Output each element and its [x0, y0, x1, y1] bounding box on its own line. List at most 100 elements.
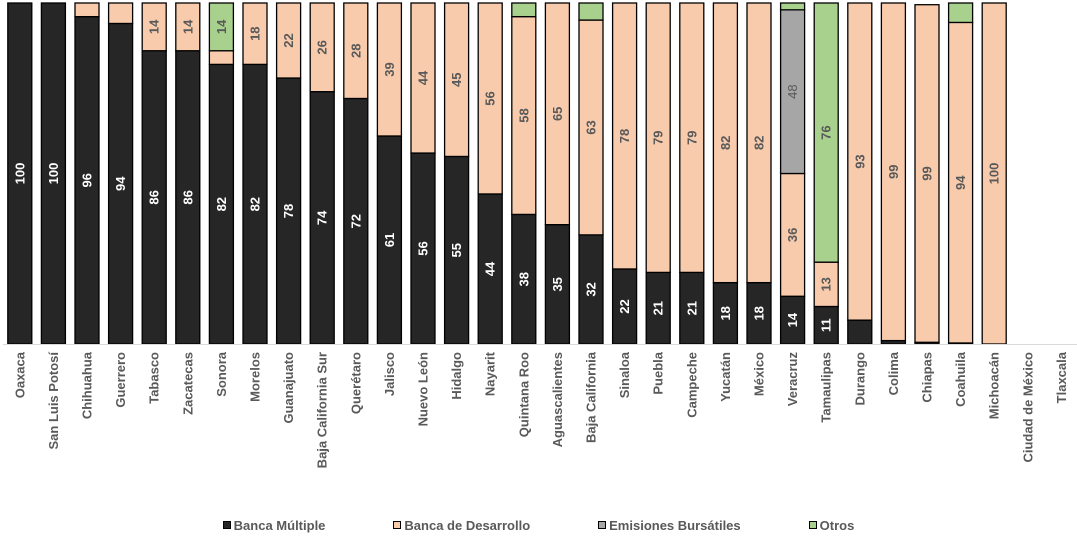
x-tick-label-campeche: Campeche	[684, 352, 699, 418]
data-label-banca-de-desarrollo-yucatan: 82	[718, 136, 733, 150]
stacked-bar-chart: 100 Oaxaca 100 San Luis Potosí 96 Chihuahua 94…	[3, 2, 1077, 468]
data-label-banca-multiple-hidalgo: 55	[449, 243, 464, 257]
bar-segment-banca-multiple-queretaro	[343, 97, 369, 345]
x-tick-label-tlaxcala: Tlaxcala	[1054, 351, 1069, 403]
data-label-banca-multiple-aguascalientes: 35	[550, 277, 565, 291]
bar-segment-banca-de-desarrollo-chihuahua	[74, 2, 100, 18]
bar-segment-banca-de-desarrollo-sonora	[208, 50, 235, 66]
bar-segment-banca-de-desarrollo-coahuila	[947, 21, 974, 344]
data-label-banca-de-desarrollo-mexico: 82	[752, 136, 767, 150]
data-label-banca-de-desarrollo-tamaulipas: 13	[819, 277, 834, 291]
legend-swatch-banca-multiple	[222, 521, 231, 529]
bar-segment-banca-de-desarrollo-michoacan	[981, 2, 1007, 345]
data-label-banca-de-desarrollo-jalisco: 39	[382, 62, 397, 76]
data-label-banca-multiple-oaxaca: 100	[12, 163, 27, 185]
x-tick-label-puebla: Puebla	[651, 351, 666, 394]
bar-segment-banca-multiple-jalisco	[376, 135, 403, 345]
x-tick-label-quintana-roo: Quintana Roo	[516, 352, 531, 437]
bar-segment-banca-multiple-guerrero	[107, 22, 134, 345]
data-label-banca-de-desarrollo-michoacan: 100	[987, 163, 1002, 185]
data-label-banca-de-desarrollo-chiapas: 99	[920, 166, 935, 180]
bar-segment-banca-de-desarrollo-morelos	[242, 2, 268, 66]
bar-segment-banca-de-desarrollo-puebla	[645, 2, 671, 274]
data-label-banca-de-desarrollo-veracruz: 36	[785, 228, 800, 242]
data-label-banca-multiple-mexico: 18	[752, 306, 767, 320]
data-label-banca-de-desarrollo-guanajuato: 22	[281, 33, 296, 47]
bar-segment-banca-de-desarrollo-nuevo-leon	[410, 2, 436, 154]
x-tick-label-coahuila: Coahuila	[953, 351, 968, 407]
legend-label-emisiones-bursatiles: Emisiones Bursátiles	[609, 517, 741, 533]
bar-segment-banca-de-desarrollo-durango	[847, 2, 873, 321]
data-label-banca-multiple-nayarit: 44	[483, 261, 498, 276]
x-tick-label-baja-california-sur: Baja California Sur	[315, 352, 330, 468]
legend-swatch-emisiones-bursatiles	[598, 521, 607, 529]
bar-segment-otros-baja-california	[578, 2, 604, 21]
bar-segment-banca-multiple-oaxaca	[7, 2, 33, 345]
data-label-banca-de-desarrollo-aguascalientes: 65	[550, 107, 565, 121]
legend-label-otros: Otros	[819, 517, 855, 533]
data-label-banca-de-desarrollo-coahuila: 94	[953, 175, 968, 190]
bar-segment-banca-de-desarrollo-tabasco	[141, 2, 167, 52]
x-tick-label-baja-california: Baja California	[584, 351, 599, 443]
bar-segment-banca-multiple-aguascalientes	[544, 223, 571, 345]
legend-item-banca-desarrollo: Banca de Desarrollo	[393, 518, 530, 533]
x-tick-label-queretaro: Querétaro	[348, 352, 363, 414]
bar-segment-banca-multiple-durango	[847, 319, 873, 345]
data-label-banca-multiple-nuevo-leon: 56	[416, 241, 431, 255]
x-tick-label-zacatecas: Zacatecas	[180, 352, 195, 415]
data-label-banca-de-desarrollo-colima: 99	[886, 165, 901, 179]
x-tick-label-durango: Durango	[852, 352, 867, 406]
data-label-banca-de-desarrollo-sinaloa: 78	[617, 129, 632, 143]
data-label-banca-multiple-puebla: 21	[651, 301, 666, 315]
bar-segment-banca-multiple-morelos	[242, 63, 268, 345]
data-label-banca-multiple-guanajuato: 78	[281, 204, 296, 218]
data-label-banca-multiple-san-luis-potosi: 100	[46, 163, 61, 185]
data-label-banca-multiple-baja-california-sur: 74	[315, 210, 330, 225]
bar-segment-banca-de-desarrollo-guerrero	[107, 2, 134, 25]
bar-segment-banca-de-desarrollo-baja-california-sur	[309, 2, 335, 93]
data-label-banca-multiple-quintana-roo: 38	[516, 272, 531, 286]
bar-segment-otros-veracruz	[779, 2, 806, 11]
data-label-banca-multiple-jalisco: 61	[382, 233, 397, 247]
bar-segment-banca-de-desarrollo-baja-california	[578, 19, 604, 236]
x-tick-label-mexico: México	[752, 352, 767, 396]
data-label-banca-multiple-tamaulipas: 11	[819, 318, 834, 332]
bar-segment-banca-multiple-quintana-roo	[511, 213, 537, 345]
data-label-banca-multiple-queretaro: 72	[348, 214, 363, 228]
x-tick-label-ciudad-de-mexico: Ciudad de México	[1020, 352, 1035, 463]
bar-segment-otros-sonora	[208, 2, 235, 52]
x-tick-label-tabasco: Tabasco	[147, 352, 162, 404]
data-label-banca-de-desarrollo-queretaro: 28	[348, 44, 363, 58]
bar-segment-banca-de-desarrollo-hidalgo	[443, 2, 470, 158]
legend-item-otros: Otros	[808, 517, 855, 533]
legend-swatch-banca-desarrollo	[393, 521, 402, 529]
bar-segment-banca-de-desarrollo-nayarit	[477, 2, 503, 195]
data-label-banca-multiple-morelos: 82	[248, 197, 263, 211]
bar-segment-banca-de-desarrollo-guanajuato	[275, 2, 302, 79]
bar-segment-banca-de-desarrollo-aguascalientes	[544, 2, 571, 226]
legend-swatch-otros	[808, 521, 817, 529]
bar-segment-banca-de-desarrollo-colima	[880, 2, 907, 342]
bar-segment-banca-multiple-san-luis-potosi	[40, 2, 67, 345]
x-tick-label-hidalgo: Hidalgo	[449, 352, 464, 400]
bar-segment-banca-de-desarrollo-tamaulipas	[813, 261, 839, 308]
bar-segment-emisiones-bursatiles-veracruz	[779, 9, 806, 175]
data-label-otros-tamaulipas: 76	[819, 125, 834, 139]
bar-segment-banca-de-desarrollo-zacatecas	[175, 2, 201, 52]
data-label-banca-de-desarrollo-nayarit: 56	[483, 91, 498, 105]
x-tick-label-veracruz: Veracruz	[785, 352, 800, 407]
data-label-banca-multiple-chihuahua: 96	[80, 173, 95, 187]
x-tick-label-michoacan: Michoacán	[987, 352, 1002, 419]
x-tick-label-colima: Colima	[886, 351, 901, 395]
x-tick-label-nayarit: Nayarit	[483, 351, 498, 396]
data-label-banca-multiple-yucatan: 18	[718, 306, 733, 320]
bar-segment-otros-tamaulipas	[813, 2, 839, 263]
data-label-banca-de-desarrollo-durango: 93	[852, 154, 867, 168]
data-label-emisiones-bursatiles-veracruz: 48	[785, 84, 800, 98]
data-label-banca-multiple-sonora: 82	[214, 197, 229, 211]
x-tick-label-sonora: Sonora	[214, 351, 229, 397]
x-tick-label-guanajuato: Guanajuato	[281, 352, 296, 424]
data-label-banca-de-desarrollo-nuevo-leon: 44	[416, 70, 431, 85]
bar-segment-otros-quintana-roo	[511, 2, 537, 18]
bar-segment-banca-de-desarrollo-sinaloa	[611, 2, 638, 270]
